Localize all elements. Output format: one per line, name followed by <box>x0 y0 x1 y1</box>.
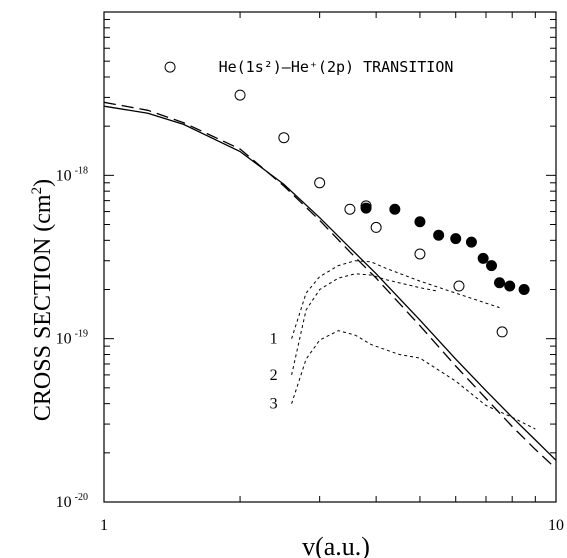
open-data-point <box>344 203 356 215</box>
open-data-point <box>314 177 326 189</box>
curve-label: 1 <box>270 331 278 348</box>
y-tick-label: 10 -20 <box>56 492 88 511</box>
open-data-point <box>496 326 508 338</box>
series-line <box>103 105 557 461</box>
filled-data-point <box>477 252 489 264</box>
x-tick-label: 1 <box>100 517 108 534</box>
open-data-point <box>453 280 465 292</box>
open-data-point <box>414 248 426 260</box>
series-line <box>291 273 439 376</box>
open-data-point <box>164 61 176 73</box>
filled-data-point <box>414 216 426 228</box>
points-group <box>164 61 530 338</box>
open-data-point <box>278 132 290 144</box>
series-line <box>103 101 557 470</box>
filled-data-point <box>389 203 401 215</box>
series-line <box>291 260 500 339</box>
series-line <box>291 330 536 430</box>
axes-group: 1 10 10-20 10-19 10-18 <box>56 11 564 534</box>
filled-data-point <box>518 283 530 295</box>
open-data-point <box>234 89 246 101</box>
y-tick-label: 10 -19 <box>56 329 88 348</box>
x-tick-label: 10 <box>548 517 564 534</box>
filled-data-point <box>504 280 516 292</box>
filled-data-point <box>360 202 372 214</box>
filled-data-point <box>450 233 462 245</box>
x-axis-label: v(a.u.) <box>302 532 370 558</box>
open-data-point <box>370 221 382 233</box>
curve-label: 2 <box>270 367 278 384</box>
filled-data-point <box>486 260 498 272</box>
filled-data-point <box>433 229 445 241</box>
y-axis-label: CROSS SECTION (cm2) <box>29 179 56 421</box>
curves-group: 1 2 3 <box>103 101 557 470</box>
curve-label: 3 <box>270 396 278 413</box>
labels-group: He(1s²)–He⁺(2p) TRANSITION v(a.u.) CROSS… <box>29 58 453 558</box>
y-tick-label: 10 -18 <box>56 165 88 184</box>
filled-data-point <box>494 277 506 289</box>
filled-data-point <box>465 236 477 248</box>
transition-annotation: He(1s²)–He⁺(2p) TRANSITION <box>219 58 454 76</box>
plot-frame <box>103 11 557 503</box>
